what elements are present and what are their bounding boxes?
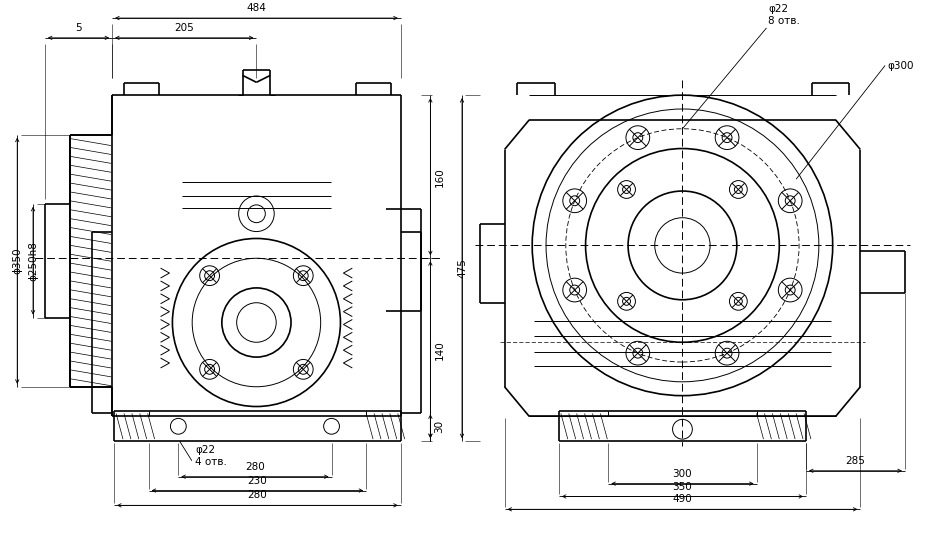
Bar [70,135,112,387]
Text: ϕ350: ϕ350 [12,248,22,274]
Text: 160: 160 [434,167,444,187]
Text: 490: 490 [672,494,692,504]
Text: 350: 350 [672,481,692,492]
Text: 280: 280 [248,490,267,501]
Text: 30: 30 [434,420,444,433]
Text: 205: 205 [174,23,194,33]
Text: φ22
4 отв.: φ22 4 отв. [195,445,227,467]
Text: 484: 484 [247,3,266,13]
Text: 230: 230 [248,475,267,486]
Text: 5: 5 [75,23,82,33]
Text: 280: 280 [245,461,264,472]
Text: 285: 285 [844,456,864,466]
Text: φ22
8 отв.: φ22 8 отв. [768,4,799,26]
Text: 300: 300 [672,468,692,479]
Text: φ300: φ300 [886,61,912,71]
Text: 140: 140 [434,340,444,360]
Text: 475: 475 [456,258,466,278]
Text: ϕ250h8: ϕ250h8 [28,241,38,281]
